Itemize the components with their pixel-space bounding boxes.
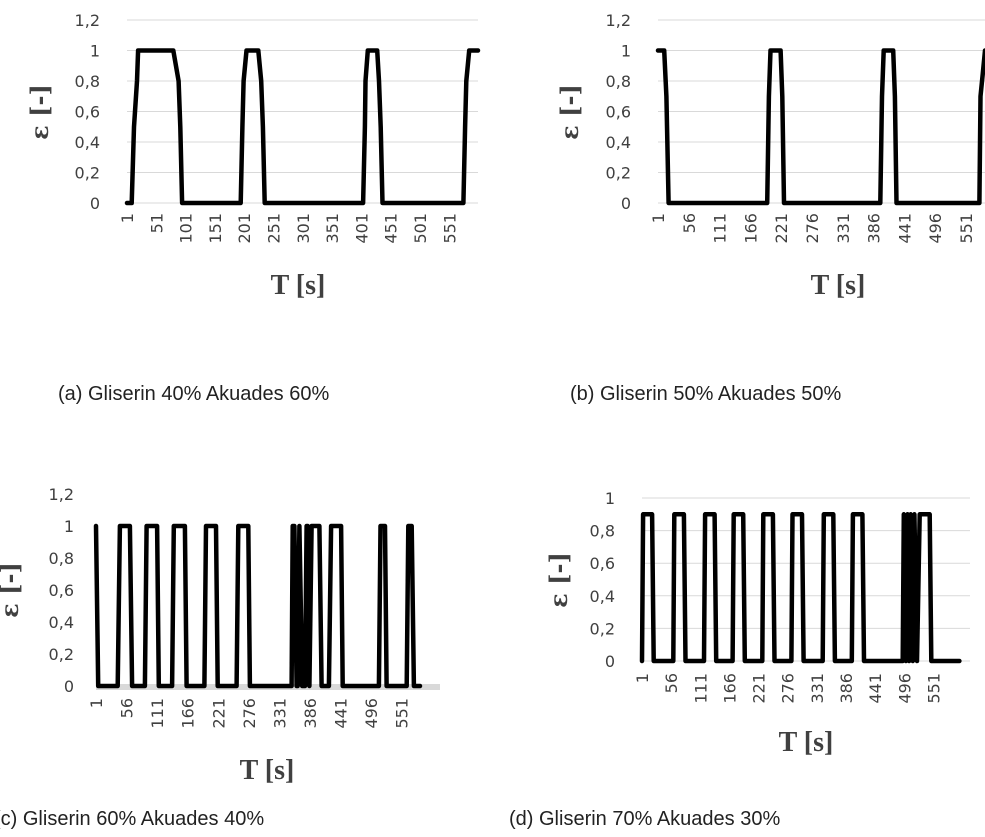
y-tick-label: 0,8 xyxy=(606,72,631,91)
y-tick-label: 1,2 xyxy=(49,485,74,504)
x-tick-label: 166 xyxy=(179,698,198,729)
x-tick-label: 496 xyxy=(926,213,945,244)
x-tick-label: 441 xyxy=(866,673,885,704)
x-tick-label: 101 xyxy=(177,213,196,244)
x-tick-label: 51 xyxy=(147,213,166,233)
x-tick-label: 301 xyxy=(294,213,313,244)
y-tick-label: 1 xyxy=(621,42,631,61)
y-tick-label: 1,2 xyxy=(75,11,100,30)
x-tick-label: 441 xyxy=(332,698,351,729)
chart-a: 00,20,40,60,811,21 51 101 151 201 251 301 351 40… xyxy=(25,11,481,301)
x-tick-label: 386 xyxy=(837,673,856,704)
x-tick-label: 56 xyxy=(118,698,137,718)
caption-a: (a) Gliserin 40% Akuades 60% xyxy=(58,383,330,405)
x-tick-label: 221 xyxy=(772,213,791,244)
x-tick-label: 351 xyxy=(323,213,342,244)
y-tick-label: 0,6 xyxy=(49,581,74,600)
y-tick-label: 0,2 xyxy=(606,164,631,183)
x-tick-label: 111 xyxy=(148,698,167,729)
x-tick-label: 151 xyxy=(206,213,225,244)
x-tick-label: 1 xyxy=(633,673,652,683)
y-tick-label: 0,2 xyxy=(590,619,615,638)
x-tick-label: 331 xyxy=(834,213,853,244)
x-tick-label: 1 xyxy=(118,213,137,223)
x-axis-title: T [s] xyxy=(811,270,866,301)
y-tick-label: 0 xyxy=(64,677,74,696)
x-tick-label: 501 xyxy=(411,213,430,244)
x-tick-label: 1 xyxy=(649,213,668,223)
x-tick-label: 401 xyxy=(352,213,371,244)
x-tick-label: 496 xyxy=(362,698,381,729)
y-tick-label: 0,6 xyxy=(606,103,631,122)
x-tick-label: 221 xyxy=(209,698,228,729)
y-axis-title: ε [-] xyxy=(0,562,24,618)
x-tick-label: 56 xyxy=(662,673,681,693)
y-tick-label: 0,8 xyxy=(590,522,615,541)
x-tick-label: 251 xyxy=(264,213,283,244)
caption-c: (c) Gliserin 60% Akuades 40% xyxy=(0,808,265,830)
x-tick-label: 1 xyxy=(87,698,106,708)
y-axis-title: ε [-] xyxy=(544,552,573,608)
x-tick-label: 551 xyxy=(957,213,976,244)
caption-b: (b) Gliserin 50% Akuades 50% xyxy=(570,383,842,405)
x-tick-label: 166 xyxy=(720,673,739,704)
x-tick-label: 111 xyxy=(711,213,730,244)
y-tick-label: 0,6 xyxy=(75,103,100,122)
chart-d: 0 0,2 0,4 0,6 0,8 1 1 56 111 166 221 276 331 386 441 49… xyxy=(544,489,970,758)
y-tick-label: 1 xyxy=(605,489,615,508)
chart-c: 0 0,2 0,4 0,6 0,8 1 1,2 1 56 111 166 221 276 331 386 44… xyxy=(0,485,440,786)
series-line xyxy=(124,48,481,206)
y-tick-label: 0,4 xyxy=(606,133,631,152)
x-tick-label: 451 xyxy=(382,213,401,244)
y-tick-label: 0,2 xyxy=(49,645,74,664)
x-tick-label: 386 xyxy=(865,213,884,244)
x-axis-title: T [s] xyxy=(271,270,326,301)
caption-d: (d) Gliserin 70% Akuades 30% xyxy=(509,808,781,830)
y-tick-label: 1 xyxy=(64,517,74,536)
y-tick-label: 0,8 xyxy=(75,72,100,91)
y-tick-label: 0,2 xyxy=(75,164,100,183)
x-tick-label: 166 xyxy=(741,213,760,244)
x-tick-label: 111 xyxy=(691,673,710,704)
x-tick-label: 276 xyxy=(803,213,822,244)
y-tick-label: 0,6 xyxy=(590,554,615,573)
x-axis-title: T [s] xyxy=(240,755,295,786)
y-tick-label: 0 xyxy=(605,652,615,671)
y-tick-label: 0 xyxy=(90,194,100,213)
x-tick-label: 201 xyxy=(235,213,254,244)
series-line xyxy=(93,523,423,689)
x-tick-label: 496 xyxy=(895,673,914,704)
series-line xyxy=(655,48,985,206)
chart-b: 0 0,2 0,4 0,6 0,8 1 1,2 1 56 111 166 221 276 331 386 44… xyxy=(555,11,985,301)
y-tick-label: 1,2 xyxy=(606,11,631,30)
x-tick-label: 276 xyxy=(779,673,798,704)
x-tick-label: 331 xyxy=(808,673,827,704)
y-axis-title: ε [-] xyxy=(25,84,54,140)
x-tick-label: 386 xyxy=(301,698,320,729)
y-tick-label: 0,4 xyxy=(75,133,100,152)
x-axis-title: T [s] xyxy=(779,727,834,758)
y-tick-label: 0,4 xyxy=(49,613,74,632)
x-tick-label: 551 xyxy=(440,213,459,244)
y-tick-label: 0 xyxy=(621,194,631,213)
x-tick-label: 331 xyxy=(270,698,289,729)
y-tick-label: 0,8 xyxy=(49,549,74,568)
series-line xyxy=(639,512,962,664)
x-tick-label: 441 xyxy=(895,213,914,244)
x-tick-label: 551 xyxy=(393,698,412,729)
y-tick-label: 1 xyxy=(90,42,100,61)
x-tick-label: 276 xyxy=(240,698,259,729)
x-tick-label: 56 xyxy=(680,213,699,233)
x-tick-label: 221 xyxy=(750,673,769,704)
y-axis-title: ε [-] xyxy=(555,84,584,140)
y-tick-label: 0,4 xyxy=(590,587,615,606)
x-tick-label: 551 xyxy=(924,673,943,704)
